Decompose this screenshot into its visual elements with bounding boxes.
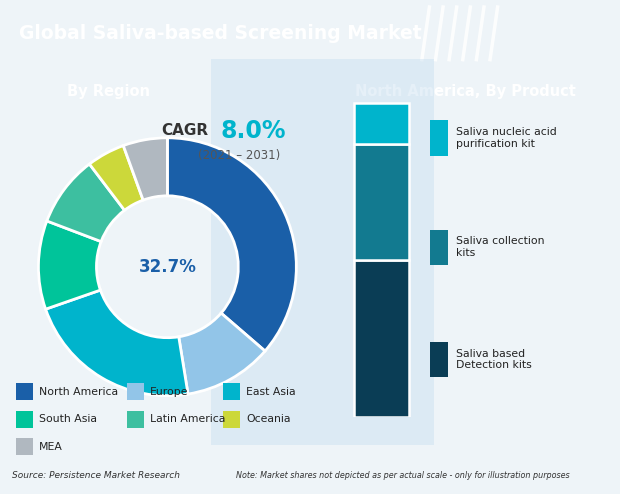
Bar	[354, 260, 409, 417]
Text: Source: Persistence Market Research: Source: Persistence Market Research	[12, 471, 180, 480]
Text: 8.0%: 8.0%	[220, 119, 286, 143]
Bar	[354, 144, 409, 260]
Text: Note: Market shares not depicted as per actual scale - only for illustration pur: Note: Market shares not depicted as per …	[236, 471, 569, 480]
Text: Global Saliva-based Screening Market: Global Saliva-based Screening Market	[19, 24, 421, 43]
Bar	[16, 411, 33, 428]
Text: 32.7%: 32.7%	[138, 258, 197, 276]
Wedge shape	[46, 290, 188, 396]
Wedge shape	[89, 146, 143, 210]
Polygon shape	[211, 59, 434, 445]
Text: South Asia: South Asia	[38, 414, 97, 424]
Text: (2021 – 2031): (2021 – 2031)	[198, 149, 281, 162]
Wedge shape	[47, 164, 125, 242]
Bar	[223, 411, 241, 428]
Text: By Region: By Region	[67, 84, 150, 99]
Wedge shape	[38, 221, 101, 309]
Text: North America, By Product: North America, By Product	[355, 84, 575, 99]
Bar	[127, 411, 144, 428]
Text: Saliva nucleic acid
purification kit: Saliva nucleic acid purification kit	[456, 127, 557, 149]
Text: North America: North America	[38, 387, 118, 397]
Text: Saliva based
Detection kits: Saliva based Detection kits	[456, 349, 531, 370]
Text: Europe: Europe	[151, 387, 189, 397]
Bar	[16, 438, 33, 455]
Bar	[16, 383, 33, 400]
Text: CAGR: CAGR	[161, 124, 208, 138]
Text: Oceania: Oceania	[247, 414, 291, 424]
Bar	[430, 230, 448, 265]
Text: East Asia: East Asia	[247, 387, 296, 397]
Bar	[223, 383, 241, 400]
Bar	[354, 103, 409, 144]
Wedge shape	[123, 138, 167, 200]
Bar	[127, 383, 144, 400]
Wedge shape	[179, 313, 265, 394]
Text: Latin America: Latin America	[151, 414, 226, 424]
Text: MEA: MEA	[38, 442, 63, 452]
Wedge shape	[167, 138, 296, 351]
Bar	[430, 121, 448, 156]
Bar	[430, 342, 448, 377]
Text: Saliva collection
kits: Saliva collection kits	[456, 237, 544, 258]
